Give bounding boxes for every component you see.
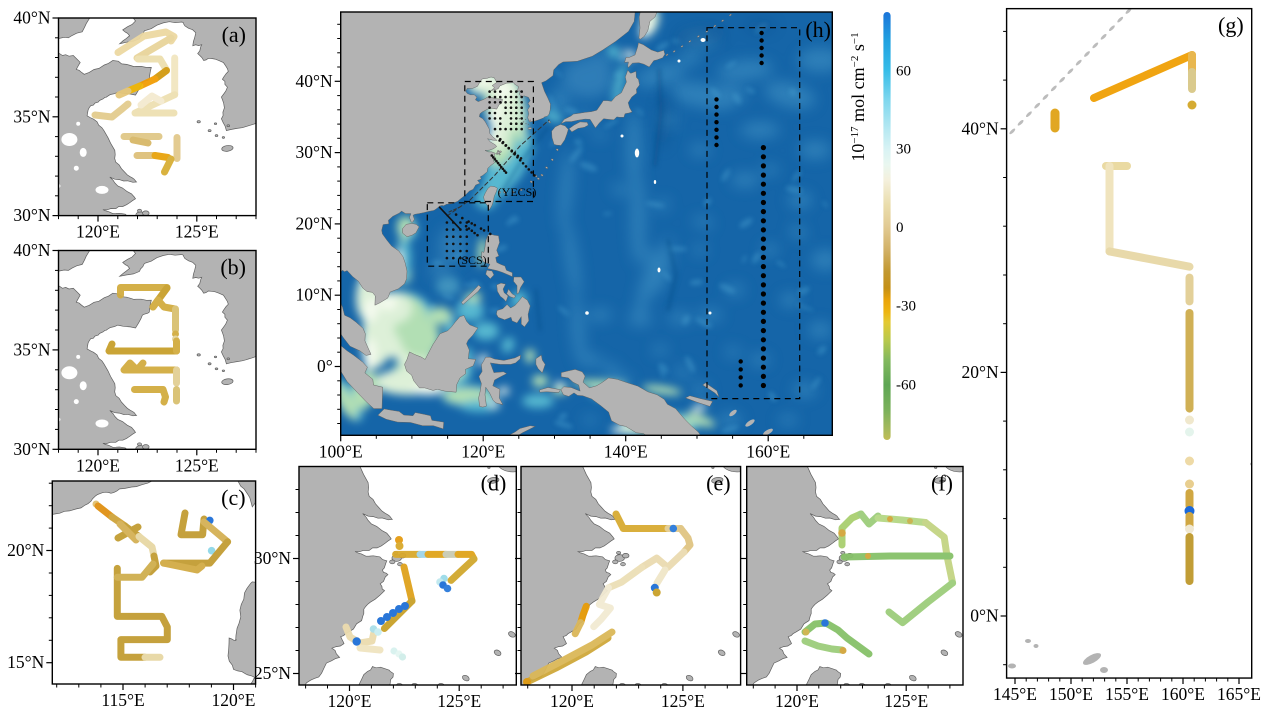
svg-text:40°N: 40°N <box>13 8 50 28</box>
svg-text:115°E: 115°E <box>101 690 144 710</box>
svg-text:(g): (g) <box>1218 13 1244 38</box>
svg-text:30°N: 30°N <box>13 439 50 459</box>
svg-text:120°E: 120°E <box>76 455 120 475</box>
svg-text:165°E: 165°E <box>1217 684 1261 704</box>
svg-text:60: 60 <box>896 64 911 80</box>
svg-text:35°N: 35°N <box>13 339 50 359</box>
svg-text:(SCS): (SCS) <box>457 253 486 267</box>
svg-text:15°N: 15°N <box>7 652 44 672</box>
svg-text:125°E: 125°E <box>437 691 481 711</box>
svg-text:10°N: 10°N <box>296 285 333 305</box>
svg-text:120°E: 120°E <box>775 691 819 711</box>
svg-text:-30: -30 <box>896 299 916 315</box>
svg-text:(b): (b) <box>220 255 246 280</box>
svg-text:25°N: 25°N <box>254 663 291 683</box>
svg-text:(h): (h) <box>805 17 831 42</box>
svg-text:125°E: 125°E <box>175 455 219 475</box>
svg-text:35°N: 35°N <box>13 106 50 126</box>
svg-text:20°N: 20°N <box>7 540 44 560</box>
svg-text:(a): (a) <box>222 22 246 47</box>
svg-text:(d): (d) <box>481 471 507 496</box>
svg-text:120°E: 120°E <box>461 441 505 461</box>
svg-text:-60: -60 <box>896 378 916 394</box>
svg-text:(YECS): (YECS) <box>498 185 537 199</box>
svg-text:30°N: 30°N <box>254 548 291 568</box>
svg-text:120°E: 120°E <box>328 691 372 711</box>
svg-text:150°E: 150°E <box>1049 684 1093 704</box>
svg-text:(f): (f) <box>931 471 953 496</box>
svg-text:120°E: 120°E <box>76 222 120 242</box>
svg-text:30°N: 30°N <box>13 205 50 225</box>
svg-text:125°E: 125°E <box>175 222 219 242</box>
svg-text:20°N: 20°N <box>961 362 998 382</box>
svg-text:(e): (e) <box>706 471 730 496</box>
svg-text:125°E: 125°E <box>884 691 928 711</box>
svg-text:40°N: 40°N <box>296 71 333 91</box>
svg-text:120°E: 120°E <box>212 690 256 710</box>
svg-text:160°E: 160°E <box>746 441 790 461</box>
svg-text:140°E: 140°E <box>604 441 648 461</box>
svg-text:125°E: 125°E <box>661 691 705 711</box>
svg-text:(c): (c) <box>221 485 245 510</box>
svg-text:40°N: 40°N <box>961 118 998 138</box>
svg-text:30°N: 30°N <box>296 142 333 162</box>
svg-text:30: 30 <box>896 142 911 158</box>
svg-text:145°E: 145°E <box>993 684 1037 704</box>
svg-text:20°N: 20°N <box>296 213 333 233</box>
svg-text:40°N: 40°N <box>13 240 50 260</box>
svg-text:0°: 0° <box>317 356 333 376</box>
svg-text:160°E: 160°E <box>1161 684 1205 704</box>
svg-text:0°N: 0°N <box>970 606 999 626</box>
svg-text:0: 0 <box>896 220 904 236</box>
svg-text:155°E: 155°E <box>1105 684 1149 704</box>
svg-text:100°E: 100°E <box>319 441 363 461</box>
svg-text:120°E: 120°E <box>550 691 594 711</box>
